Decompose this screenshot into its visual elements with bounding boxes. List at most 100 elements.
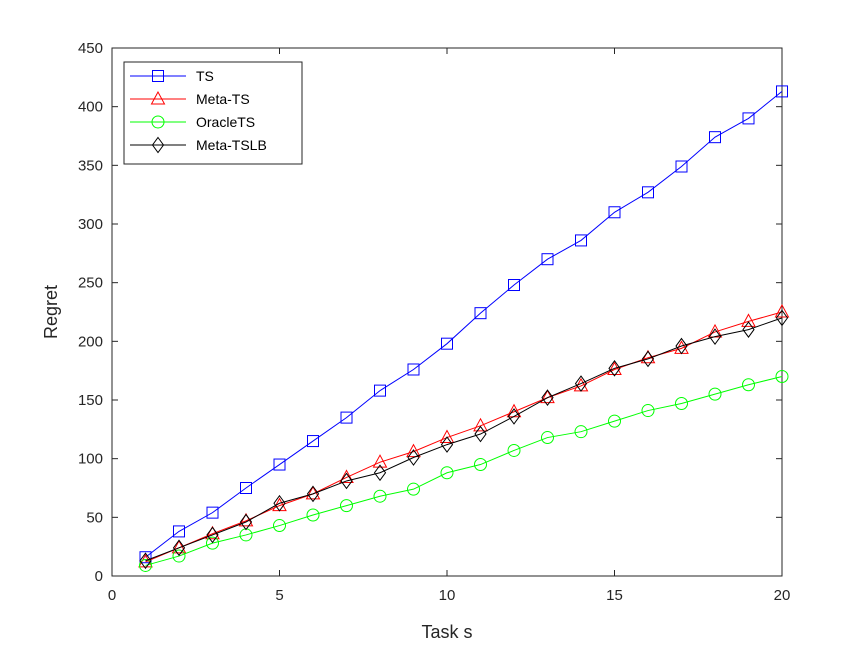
data-point	[206, 526, 219, 544]
data-point	[508, 279, 520, 292]
y-tick-label: 350	[78, 157, 103, 174]
data-point	[407, 363, 420, 376]
legend-label: Meta-TSLB	[196, 137, 267, 153]
y-tick-label: 250	[78, 275, 103, 292]
y-tick-label: 450	[78, 40, 103, 57]
legend-item: OracleTS	[130, 114, 255, 130]
data-point	[406, 443, 421, 458]
data-point	[273, 519, 286, 533]
data-point	[474, 425, 487, 443]
series-ts	[139, 85, 788, 564]
y-tick-label: 300	[78, 216, 103, 233]
data-point	[775, 370, 789, 384]
data-point	[574, 425, 588, 439]
legend-label: OracleTS	[196, 114, 255, 130]
data-point	[139, 558, 152, 572]
data-point	[541, 431, 554, 445]
data-point	[440, 436, 454, 453]
legend: TS Meta-TS OracleTS Meta-TSLB	[123, 61, 303, 165]
data-point	[675, 337, 688, 355]
data-point	[206, 536, 219, 550]
data-point	[742, 378, 755, 392]
data-point	[206, 506, 219, 519]
data-point	[641, 404, 655, 418]
series-line	[145, 311, 783, 563]
series-meta-tslb	[139, 309, 789, 570]
data-point	[407, 482, 420, 496]
legend-label: TS	[196, 68, 214, 84]
y-tick-label: 200	[78, 333, 103, 350]
data-point	[139, 552, 152, 570]
data-point	[541, 253, 554, 266]
data-point	[507, 443, 521, 457]
data-point	[205, 525, 220, 540]
data-point	[139, 551, 152, 564]
data-point	[608, 359, 621, 377]
data-point	[675, 160, 688, 173]
data-point	[708, 328, 722, 345]
legend-item: TS	[130, 68, 214, 84]
x-tick-label: 5	[275, 587, 283, 604]
data-point	[374, 384, 386, 397]
legend-marker	[151, 136, 165, 154]
legend-marker	[150, 90, 166, 105]
data-point	[239, 513, 253, 531]
data-point	[709, 131, 721, 144]
series-oraclets	[139, 370, 789, 572]
data-point	[507, 408, 521, 425]
data-point	[441, 337, 453, 350]
data-point	[306, 508, 320, 522]
data-point	[339, 469, 354, 483]
x-tick-label: 0	[108, 587, 116, 604]
legend-item: Meta-TSLB	[130, 136, 267, 154]
data-point	[741, 313, 756, 327]
y-tick-label: 50	[86, 509, 103, 526]
data-point	[774, 303, 790, 318]
legend-label: Meta-TS	[196, 91, 250, 107]
x-tick-label: 15	[606, 587, 623, 604]
data-point	[473, 417, 488, 432]
data-point	[439, 429, 455, 444]
data-point	[372, 454, 388, 468]
data-point	[474, 307, 487, 320]
series-line	[145, 317, 783, 562]
y-axis-label: Regret	[41, 285, 61, 339]
data-point	[307, 435, 319, 448]
data-point	[173, 525, 185, 538]
data-point	[608, 206, 621, 219]
data-point	[373, 489, 387, 503]
data-point	[240, 482, 252, 494]
data-point	[742, 321, 755, 338]
data-point	[340, 411, 353, 424]
x-tick-label: 20	[774, 587, 791, 604]
data-point	[306, 485, 320, 503]
data-point	[340, 472, 353, 490]
legend-item: Meta-TS	[130, 90, 250, 107]
y-tick-label: 150	[78, 392, 103, 409]
y-tick-label: 100	[78, 451, 103, 468]
data-point	[708, 387, 722, 401]
data-point	[373, 464, 387, 482]
y-tick-label: 0	[95, 568, 103, 585]
data-point	[608, 414, 621, 428]
data-point	[273, 494, 286, 512]
x-axis-label: Task s	[421, 622, 472, 642]
data-point	[440, 466, 454, 480]
data-point	[574, 375, 588, 392]
data-point	[675, 397, 688, 411]
data-point	[340, 499, 353, 513]
data-point	[273, 458, 286, 471]
data-point	[742, 112, 755, 125]
legend-marker	[151, 115, 165, 129]
data-point	[474, 458, 487, 472]
data-point	[640, 349, 656, 364]
data-point	[642, 186, 654, 199]
y-tick-label: 400	[78, 99, 103, 116]
data-point	[607, 361, 622, 375]
data-point	[641, 350, 655, 368]
data-point	[172, 539, 186, 557]
series-layer	[138, 85, 790, 572]
data-point	[776, 85, 788, 98]
